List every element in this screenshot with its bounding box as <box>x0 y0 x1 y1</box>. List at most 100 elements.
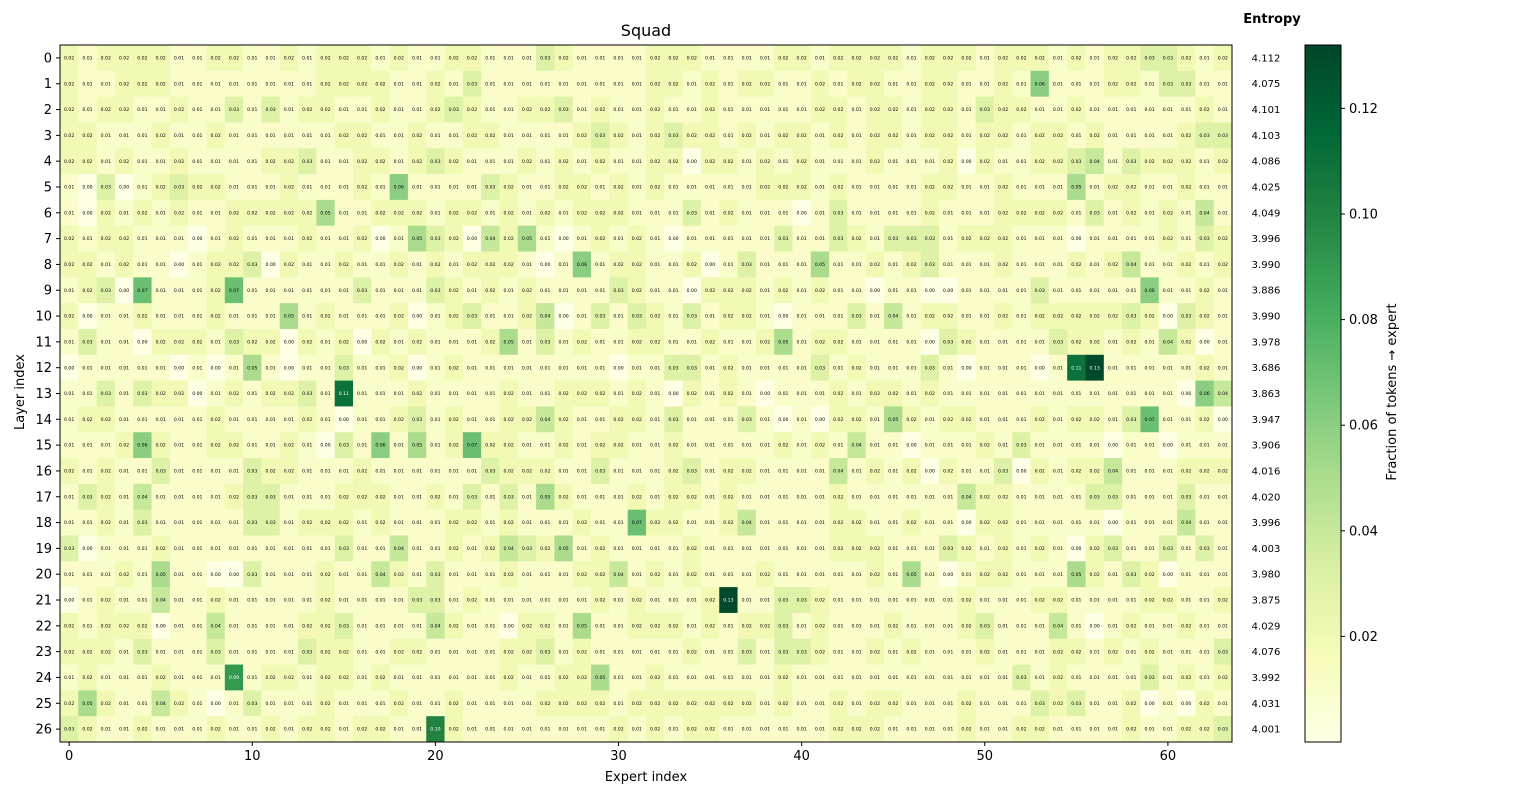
heatmap-cell-label: 0.01 <box>870 494 880 500</box>
heatmap-cell-label: 0.02 <box>485 443 495 449</box>
heatmap-cell-label: 0.01 <box>412 520 422 526</box>
heatmap-cell-label: 0.02 <box>265 391 275 397</box>
heatmap-cell <box>206 277 226 304</box>
heatmap-cell <box>1140 354 1160 381</box>
heatmap-cell-label: 0.02 <box>211 133 221 139</box>
heatmap-cell-label: 0.02 <box>833 520 843 526</box>
heatmap-cell <box>939 148 958 175</box>
heatmap-cell-label: 0.01 <box>504 107 514 113</box>
heatmap-cell-label: 0.02 <box>320 727 330 733</box>
heatmap-cell-label: 0.01 <box>961 288 971 294</box>
heatmap-cell-label: 0.00 <box>137 339 147 345</box>
heatmap-cell-label: 0.02 <box>797 133 807 139</box>
heatmap-cell-label: 0.01 <box>577 314 587 320</box>
heatmap-cell-label: 0.02 <box>851 546 861 552</box>
heatmap-cell-label: 0.01 <box>1053 288 1063 294</box>
heatmap-cell <box>261 148 281 175</box>
heatmap-cell-label: 0.03 <box>467 494 477 500</box>
heatmap-cell <box>975 225 995 252</box>
heatmap-cell-label: 0.01 <box>82 391 92 397</box>
heatmap-cell-label: 0.01 <box>247 159 257 165</box>
heatmap-cell <box>481 354 500 381</box>
heatmap-cell <box>737 96 757 123</box>
heatmap-cell <box>96 354 116 381</box>
heatmap-cell-label: 0.02 <box>1181 727 1191 733</box>
heatmap-cell <box>1177 432 1196 459</box>
heatmap-cell <box>829 277 848 304</box>
heatmap-cell <box>133 251 152 278</box>
heatmap-cell-label: 0.01 <box>797 391 807 397</box>
heatmap-cell-label: 0.02 <box>1071 339 1081 345</box>
heatmap-cell <box>188 96 207 123</box>
heatmap-cell <box>114 96 134 123</box>
heatmap-cell-label: 0.01 <box>540 236 550 242</box>
heatmap-cell <box>957 380 977 407</box>
heatmap-cell-label: 0.02 <box>174 339 184 345</box>
heatmap-cell-label: 0.01 <box>1144 339 1154 345</box>
heatmap-cell <box>371 122 391 149</box>
heatmap-cell-label: 0.01 <box>888 649 898 655</box>
heatmap-cell-label: 0.01 <box>778 159 788 165</box>
heatmap-cell-label: 0.01 <box>229 365 239 371</box>
heatmap-cell <box>627 148 647 175</box>
heatmap-cell-label: 0.01 <box>943 262 953 268</box>
heatmap-cell <box>279 328 299 356</box>
heatmap-cell-label: 0.00 <box>1163 314 1173 320</box>
heatmap-cell <box>389 328 409 356</box>
heatmap-cell-label: 0.01 <box>668 598 678 604</box>
entropy-value: 3.686 <box>1252 363 1281 374</box>
heatmap-cell-label: 0.03 <box>742 649 752 655</box>
heatmap-cell-label: 0.01 <box>1218 185 1228 191</box>
heatmap-cell <box>151 148 171 175</box>
heatmap-cell-label: 0.02 <box>1126 185 1136 191</box>
heatmap-cell <box>1177 70 1196 98</box>
heatmap-cell <box>114 45 134 72</box>
heatmap-cell-label: 0.01 <box>668 675 678 681</box>
heatmap-cell <box>444 225 464 252</box>
heatmap-cell <box>1140 303 1160 330</box>
heatmap-cell-label: 0.03 <box>1016 443 1026 449</box>
heatmap-cell <box>499 354 519 381</box>
heatmap-cell-label: 0.01 <box>1053 81 1063 87</box>
heatmap-cell-label: 0.03 <box>229 339 239 345</box>
heatmap-cell <box>939 380 958 407</box>
heatmap-cell <box>224 277 244 304</box>
heatmap-cell <box>462 354 482 381</box>
heatmap-cell <box>78 122 98 149</box>
heatmap-cell <box>389 148 409 175</box>
heatmap-cell <box>865 96 885 123</box>
heatmap-cell-label: 0.03 <box>1144 675 1154 681</box>
heatmap-cell-label: 0.01 <box>1144 520 1154 526</box>
heatmap-cell <box>1048 122 1068 149</box>
heatmap-cell-label: 0.05 <box>558 546 568 552</box>
heatmap-cell-label: 0.01 <box>467 469 477 475</box>
heatmap-cell-label: 0.06 <box>577 262 587 268</box>
heatmap-cell <box>78 174 98 201</box>
heatmap-cell <box>151 432 171 459</box>
heatmap-cell-label: 0.02 <box>925 81 935 87</box>
heatmap-cell-label: 0.01 <box>522 339 532 345</box>
heatmap-cell <box>865 148 885 175</box>
heatmap-cell-label: 0.01 <box>943 649 953 655</box>
heatmap-cell-label: 0.01 <box>1016 236 1026 242</box>
heatmap-cell-label: 0.01 <box>1090 391 1100 397</box>
heatmap-cell-label: 0.01 <box>632 185 642 191</box>
heatmap-cell-label: 0.01 <box>851 623 861 629</box>
heatmap-cell-label: 0.03 <box>595 314 605 320</box>
heatmap-cell-label: 0.05 <box>412 443 422 449</box>
heatmap-cell-label: 0.01 <box>339 572 349 578</box>
heatmap-cell-label: 0.01 <box>1108 210 1118 216</box>
heatmap-cell <box>865 122 885 149</box>
heatmap-cell <box>536 45 555 72</box>
heatmap-cell <box>847 328 867 356</box>
heatmap-cell-label: 0.01 <box>375 469 385 475</box>
heatmap-cell <box>169 303 189 330</box>
entropy-value: 3.978 <box>1252 337 1281 348</box>
heatmap-cell <box>719 174 738 201</box>
heatmap-cell-label: 0.02 <box>467 210 477 216</box>
heatmap-cell <box>737 328 757 356</box>
heatmap-cell-label: 0.01 <box>558 598 568 604</box>
heatmap-cell <box>481 328 500 356</box>
heatmap-cell-label: 0.01 <box>815 56 825 62</box>
heatmap-cell <box>499 303 519 330</box>
